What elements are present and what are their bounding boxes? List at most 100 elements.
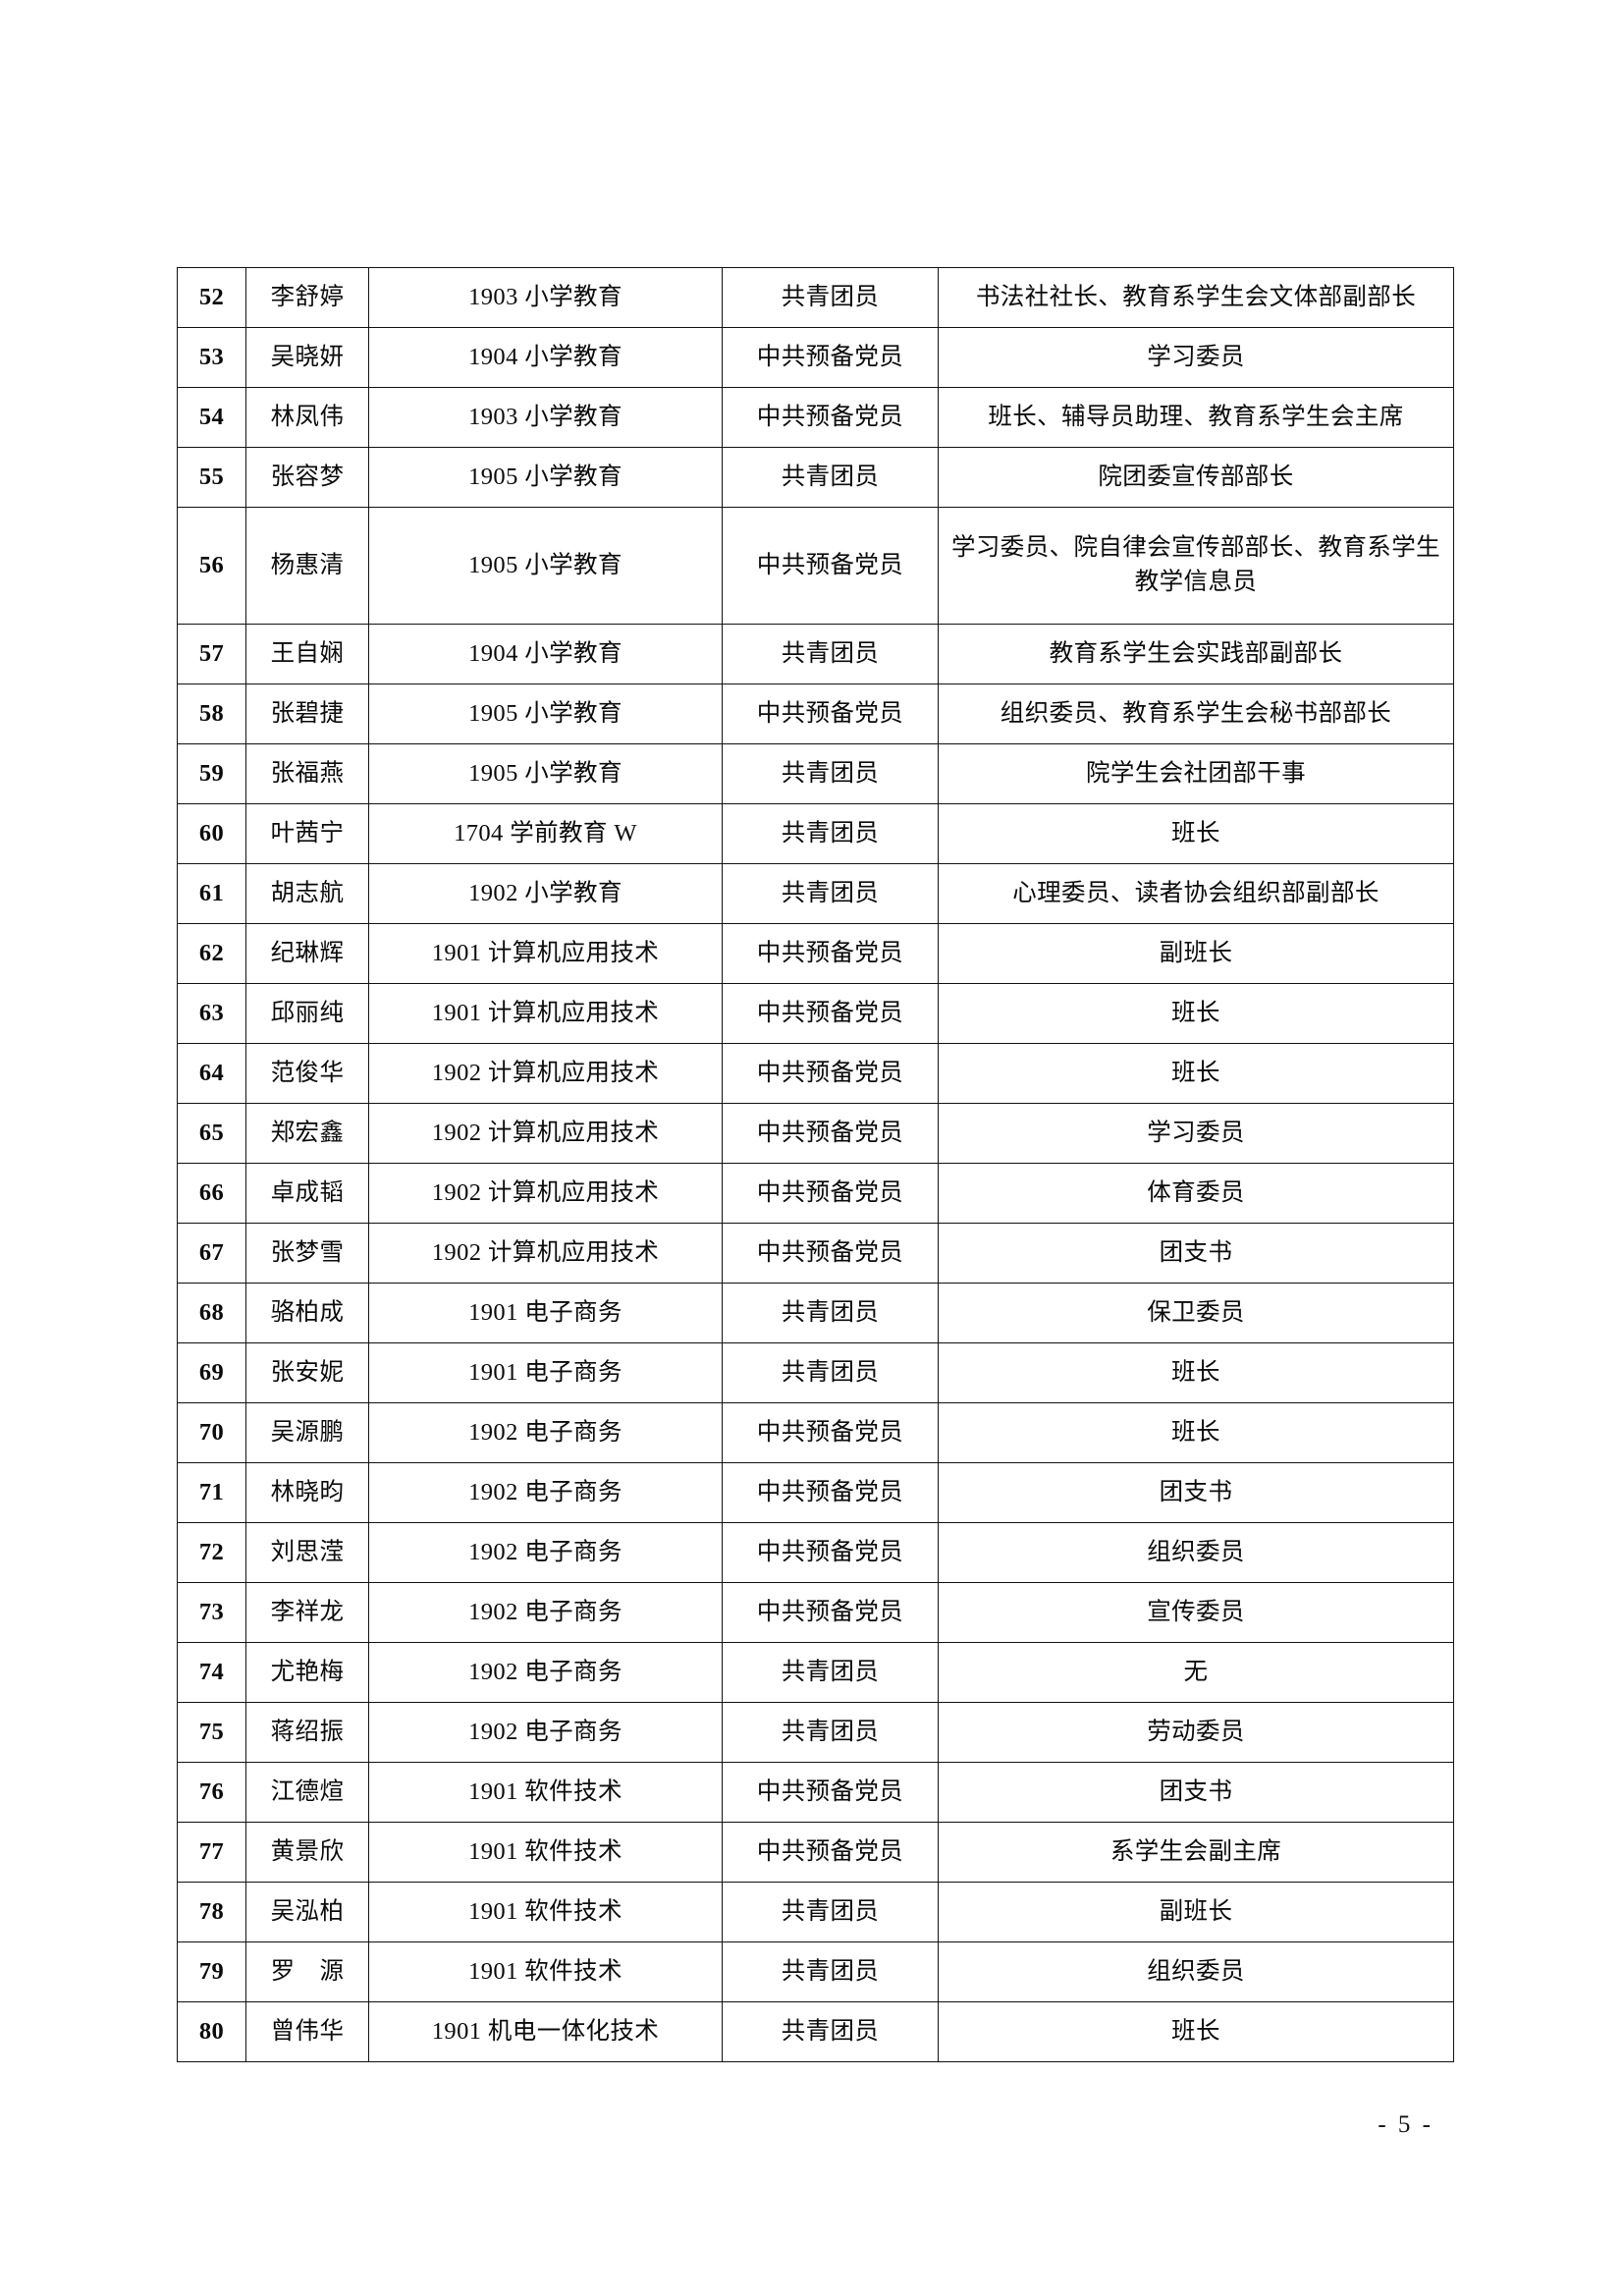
table-row: 69 张安妮 1901 电子商务 共青团员 班长 xyxy=(177,1342,1454,1403)
political-status-cell: 中共预备党员 xyxy=(722,327,939,388)
political-status-cell: 中共预备党员 xyxy=(722,1163,939,1224)
table-row: 66 卓成韬 1902 计算机应用技术 中共预备党员 体育委员 xyxy=(177,1163,1454,1224)
political-status-cell: 中共预备党员 xyxy=(722,507,939,625)
position-held-cell: 劳动委员 xyxy=(938,1702,1454,1763)
row-number-cell: 80 xyxy=(177,2001,246,2062)
table-row: 63 邱丽纯 1901 计算机应用技术 中共预备党员 班长 xyxy=(177,983,1454,1044)
table-row: 78 吴泓柏 1901 软件技术 共青团员 副班长 xyxy=(177,1882,1454,1942)
position-held-cell: 心理委员、读者协会组织部副部长 xyxy=(938,863,1454,924)
political-status-cell: 中共预备党员 xyxy=(722,1522,939,1583)
political-status-cell: 中共预备党员 xyxy=(722,1762,939,1823)
row-number-cell: 61 xyxy=(177,863,246,924)
political-status-cell: 共青团员 xyxy=(722,1941,939,2002)
class-name-cell: 1902 电子商务 xyxy=(368,1522,723,1583)
class-name-cell: 1901 软件技术 xyxy=(368,1882,723,1942)
position-held-cell: 组织委员 xyxy=(938,1941,1454,2002)
student-name-cell: 张福燕 xyxy=(245,743,369,804)
student-name-cell: 刘思滢 xyxy=(245,1522,369,1583)
class-name-cell: 1901 计算机应用技术 xyxy=(368,983,723,1044)
political-status-cell: 中共预备党员 xyxy=(722,683,939,744)
row-number-cell: 65 xyxy=(177,1103,246,1164)
political-status-cell: 中共预备党员 xyxy=(722,983,939,1044)
position-held-cell: 班长、辅导员助理、教育系学生会主席 xyxy=(938,387,1454,448)
political-status-cell: 共青团员 xyxy=(722,1702,939,1763)
row-number-cell: 74 xyxy=(177,1642,246,1703)
table-row: 71 林晓昀 1902 电子商务 中共预备党员 团支书 xyxy=(177,1462,1454,1523)
position-held-cell: 班长 xyxy=(938,2001,1454,2062)
position-held-cell: 院团委宣传部部长 xyxy=(938,447,1454,508)
political-status-cell: 共青团员 xyxy=(722,1642,939,1703)
position-held-cell: 书法社社长、教育系学生会文体部副部长 xyxy=(938,267,1454,328)
class-name-cell: 1905 小学教育 xyxy=(368,683,723,744)
political-status-cell: 共青团员 xyxy=(722,1283,939,1343)
political-status-cell: 共青团员 xyxy=(722,267,939,328)
row-number-cell: 72 xyxy=(177,1522,246,1583)
class-name-cell: 1902 小学教育 xyxy=(368,863,723,924)
table-row: 75 蒋绍振 1902 电子商务 共青团员 劳动委员 xyxy=(177,1702,1454,1763)
position-held-cell: 体育委员 xyxy=(938,1163,1454,1224)
class-name-cell: 1901 电子商务 xyxy=(368,1283,723,1343)
student-name-cell: 邱丽纯 xyxy=(245,983,369,1044)
student-name-cell: 吴泓柏 xyxy=(245,1882,369,1942)
class-name-cell: 1905 小学教育 xyxy=(368,447,723,508)
table-row: 64 范俊华 1902 计算机应用技术 中共预备党员 班长 xyxy=(177,1043,1454,1104)
row-number-cell: 53 xyxy=(177,327,246,388)
class-name-cell: 1902 计算机应用技术 xyxy=(368,1103,723,1164)
position-held-cell: 系学生会副主席 xyxy=(938,1822,1454,1883)
class-name-cell: 1902 电子商务 xyxy=(368,1462,723,1523)
student-name-cell: 张安妮 xyxy=(245,1342,369,1403)
political-status-cell: 中共预备党员 xyxy=(722,1822,939,1883)
table-row: 53 吴晓妍 1904 小学教育 中共预备党员 学习委员 xyxy=(177,327,1454,388)
student-name-cell: 范俊华 xyxy=(245,1043,369,1104)
table-row: 68 骆柏成 1901 电子商务 共青团员 保卫委员 xyxy=(177,1283,1454,1343)
class-name-cell: 1902 计算机应用技术 xyxy=(368,1043,723,1104)
position-held-cell: 保卫委员 xyxy=(938,1283,1454,1343)
class-name-cell: 1901 计算机应用技术 xyxy=(368,923,723,984)
student-name-cell: 曾伟华 xyxy=(245,2001,369,2062)
class-name-cell: 1901 软件技术 xyxy=(368,1762,723,1823)
class-name-cell: 1905 小学教育 xyxy=(368,743,723,804)
class-name-cell: 1903 小学教育 xyxy=(368,267,723,328)
student-name-cell: 吴源鹏 xyxy=(245,1402,369,1463)
class-name-cell: 1903 小学教育 xyxy=(368,387,723,448)
position-held-cell: 学习委员 xyxy=(938,1103,1454,1164)
student-name-cell: 郑宏鑫 xyxy=(245,1103,369,1164)
student-name-cell: 张碧捷 xyxy=(245,683,369,744)
row-number-cell: 79 xyxy=(177,1941,246,2002)
class-name-cell: 1904 小学教育 xyxy=(368,624,723,684)
student-name-cell: 吴晓妍 xyxy=(245,327,369,388)
row-number-cell: 67 xyxy=(177,1223,246,1284)
row-number-cell: 75 xyxy=(177,1702,246,1763)
table-row: 77 黄景欣 1901 软件技术 中共预备党员 系学生会副主席 xyxy=(177,1822,1454,1883)
roster-table: 52 李舒婷 1903 小学教育 共青团员 书法社社长、教育系学生会文体部副部长 53 吴晓… xyxy=(177,267,1454,2062)
table-row: 67 张梦雪 1902 计算机应用技术 中共预备党员 团支书 xyxy=(177,1223,1454,1284)
student-name-cell: 李祥龙 xyxy=(245,1582,369,1643)
row-number-cell: 73 xyxy=(177,1582,246,1643)
table-row: 74 尤艳梅 1902 电子商务 共青团员无 xyxy=(177,1642,1454,1703)
table-row: 73 李祥龙 1902 电子商务 中共预备党员 宣传委员 xyxy=(177,1582,1454,1643)
roster-table-container: 52 李舒婷 1903 小学教育 共青团员 书法社社长、教育系学生会文体部副部长 53 吴晓… xyxy=(177,267,1454,2062)
table-row: 59 张福燕 1905 小学教育 共青团员 院学生会社团部干事 xyxy=(177,743,1454,804)
table-row: 58 张碧捷 1905 小学教育 中共预备党员 组织委员、教育系学生会秘书部部长 xyxy=(177,683,1454,744)
row-number-cell: 56 xyxy=(177,507,246,625)
class-name-cell: 1902 计算机应用技术 xyxy=(368,1223,723,1284)
political-status-cell: 中共预备党员 xyxy=(722,1043,939,1104)
political-status-cell: 中共预备党员 xyxy=(722,387,939,448)
table-row: 52 李舒婷 1903 小学教育 共青团员 书法社社长、教育系学生会文体部副部长 xyxy=(177,267,1454,328)
class-name-cell: 1901 电子商务 xyxy=(368,1342,723,1403)
table-row: 57 王自娴 1904 小学教育 共青团员 教育系学生会实践部副部长 xyxy=(177,624,1454,684)
row-number-cell: 63 xyxy=(177,983,246,1044)
political-status-cell: 共青团员 xyxy=(722,803,939,864)
political-status-cell: 中共预备党员 xyxy=(722,1223,939,1284)
row-number-cell: 60 xyxy=(177,803,246,864)
student-name-cell: 骆柏成 xyxy=(245,1283,369,1343)
row-number-cell: 57 xyxy=(177,624,246,684)
row-number-cell: 52 xyxy=(177,267,246,328)
political-status-cell: 共青团员 xyxy=(722,447,939,508)
row-number-cell: 54 xyxy=(177,387,246,448)
position-held-cell: 班长 xyxy=(938,1342,1454,1403)
student-name-cell: 蒋绍振 xyxy=(245,1702,369,1763)
table-row: 79 罗 源 1901 软件技术 共青团员 组织委员 xyxy=(177,1941,1454,2002)
political-status-cell: 共青团员 xyxy=(722,624,939,684)
